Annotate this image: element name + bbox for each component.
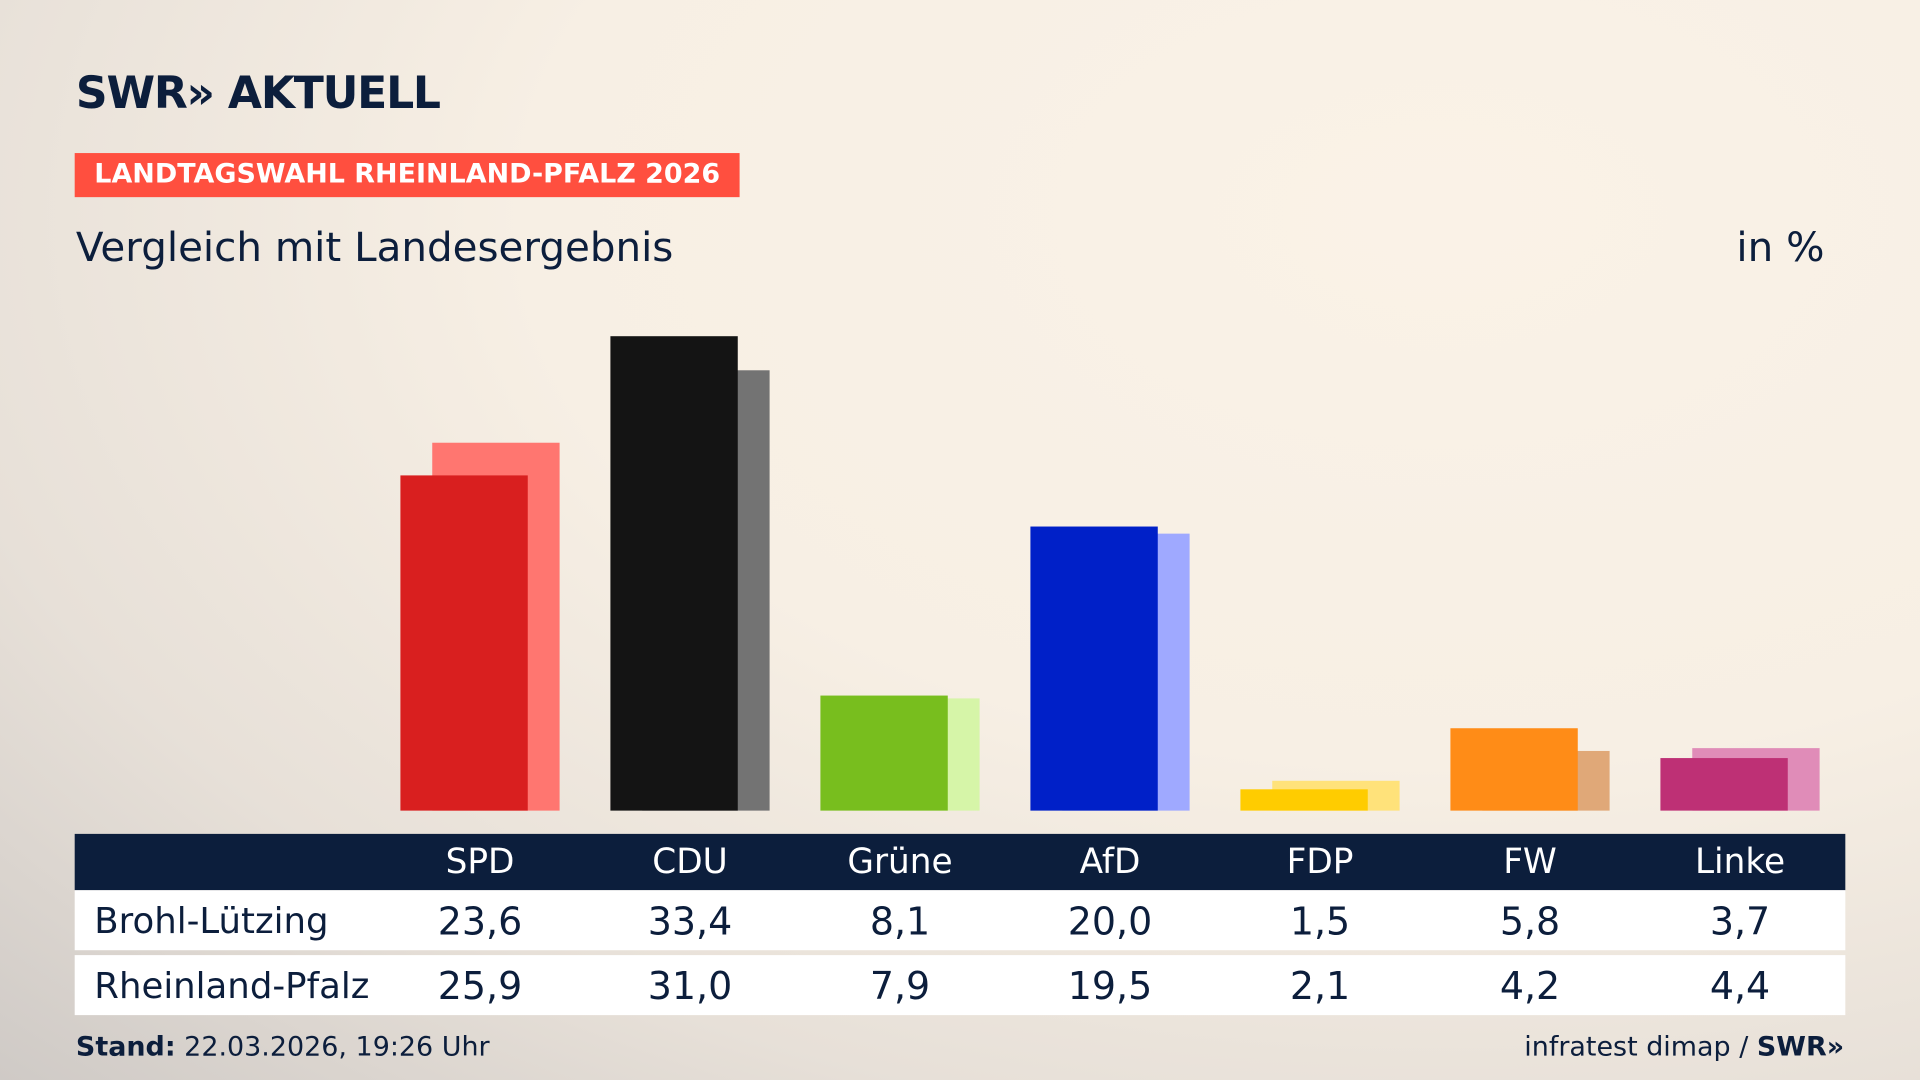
column-header: CDU [652, 841, 728, 882]
column-header: FDP [1286, 841, 1354, 882]
bar-fdp-local [1240, 789, 1368, 811]
bar-linke-local [1660, 758, 1788, 811]
table-row: Brohl-Lützing 23,6 33,4 8,1 20,0 1,5 5,8 3,7 [74, 890, 1846, 951]
election-badge: LANDTAGSWAHL RHEINLAND-PFALZ 2026 [74, 153, 740, 198]
bar-fw-local [1450, 728, 1578, 811]
stand-label: Stand: [75, 1032, 176, 1063]
swr-logo: SWR» [1756, 1032, 1845, 1063]
value-label: 5,8 [1499, 900, 1561, 945]
column-header: Grüne [847, 841, 953, 882]
column-header: SPD [445, 841, 515, 882]
timestamp: Stand: 22.03.2026, 19:26 Uhr [76, 1032, 490, 1063]
unit-label: in % [1736, 222, 1825, 271]
column-header: FW [1503, 841, 1557, 882]
swr-aktuell-logo: SWR» AKTUELL [75, 68, 441, 119]
value-label: 4,2 [1499, 964, 1561, 1009]
value-label: 33,4 [647, 900, 733, 945]
value-label: 2,1 [1289, 964, 1351, 1009]
bar-grüne-local [820, 695, 948, 811]
bar-afd-local [1030, 526, 1158, 811]
row-label: Brohl-Lützing [94, 900, 329, 942]
source-text: infratest dimap / [1524, 1032, 1757, 1063]
source: infratest dimap / SWR» [1524, 1032, 1844, 1063]
value-label: 31,0 [647, 964, 733, 1009]
table-row: Rheinland-Pfalz 25,9 31,0 7,9 19,5 2,1 4,2 4,4 [74, 955, 1846, 1016]
stand-value: 22.03.2026, 19:26 Uhr [175, 1032, 490, 1063]
bar-spd-local [400, 475, 528, 811]
value-label: 20,0 [1067, 900, 1153, 945]
value-label: 25,9 [437, 964, 523, 1009]
value-label: 3,7 [1709, 900, 1771, 945]
value-label: 1,5 [1289, 900, 1351, 945]
value-label: 23,6 [437, 900, 523, 945]
value-label: 4,4 [1709, 964, 1771, 1009]
value-label: 19,5 [1067, 964, 1153, 1009]
value-label: 7,9 [869, 964, 931, 1009]
column-header: Linke [1694, 841, 1786, 882]
row-label: Rheinland-Pfalz [94, 964, 370, 1007]
table-header: SPD CDU Grüne AfD FDP FW Linke [74, 833, 1846, 891]
bar-cdu-local [610, 336, 738, 811]
column-header: AfD [1079, 841, 1141, 882]
value-label: 8,1 [869, 900, 931, 945]
chart-subtitle: Vergleich mit Landesergebnis [75, 222, 674, 271]
